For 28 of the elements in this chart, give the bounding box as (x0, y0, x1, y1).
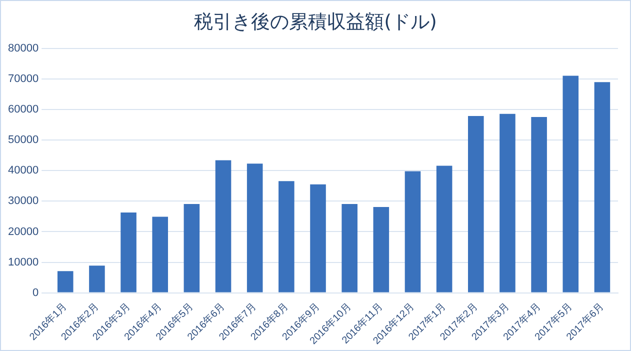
y-tick-label: 50000 (8, 134, 39, 146)
y-tick-label: 40000 (8, 164, 39, 177)
bar (278, 181, 294, 292)
bar (120, 212, 136, 292)
y-tick-label: 0 (32, 286, 39, 299)
bar (594, 82, 610, 292)
y-tick-label: 30000 (8, 195, 39, 208)
bar (184, 204, 200, 292)
bar (342, 204, 358, 292)
bar (436, 166, 452, 292)
bar (215, 160, 232, 292)
bar (310, 184, 326, 292)
chart-title: 税引き後の累積収益額(ドル) (193, 10, 438, 35)
bar (500, 114, 516, 292)
y-tick-label: 10000 (8, 256, 39, 268)
y-tick-label: 80000 (8, 42, 39, 55)
bar (468, 116, 484, 292)
bar (152, 216, 168, 292)
bar (373, 207, 390, 292)
bar (89, 266, 105, 292)
y-tick-label: 20000 (8, 226, 39, 238)
y-tick-label: 70000 (8, 73, 39, 86)
bar (246, 164, 263, 292)
y-tick-label: 60000 (8, 104, 39, 116)
bar (562, 76, 579, 292)
bar (404, 171, 421, 292)
bar (57, 271, 74, 292)
bar (531, 116, 547, 292)
